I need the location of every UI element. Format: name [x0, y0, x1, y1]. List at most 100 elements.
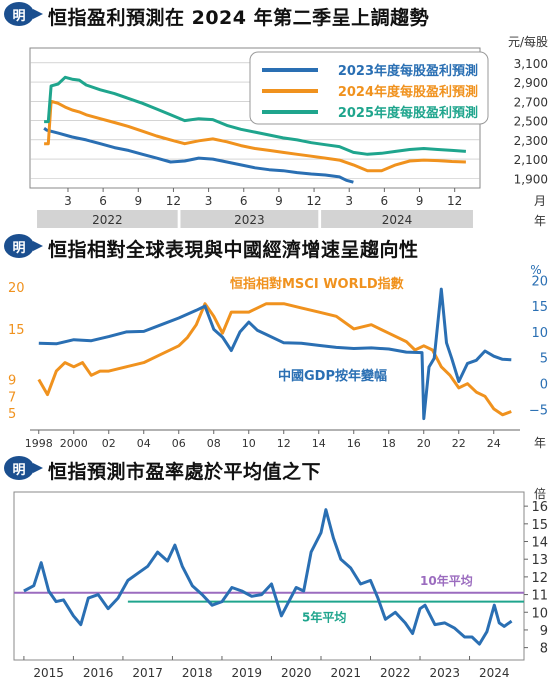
left-tick-label: 20: [8, 281, 25, 296]
y-tick-label: 3,100: [514, 57, 548, 71]
x-tick-label: 3: [64, 194, 72, 208]
right-tick-label: −5: [529, 403, 548, 418]
x-tick-label: 2019: [231, 666, 262, 680]
year-label: 2023: [234, 213, 265, 227]
y-unit-label: 元/每股: [508, 34, 548, 49]
series-line-msci-relative: [37, 302, 512, 417]
y-tick-label: 2,900: [514, 76, 548, 90]
legend-label: 2025年度每股盈利預測: [338, 105, 478, 121]
x-tick-label: 12: [166, 194, 181, 208]
x-tick-label: 18: [382, 437, 396, 450]
relative-performance-chart: 20 15 9 7 5 20 15 10 5 0 −5% 1998 2000 02 04 06 08 10 12 14…: [8, 263, 548, 450]
y-tick-label: 1,900: [514, 172, 548, 186]
panel1-title: 恒指盈利預測在 2024 年第二季呈上調趨勢: [48, 7, 430, 29]
x-tick-label: 2000: [60, 437, 88, 450]
panel1-header: 明 恒指盈利預測在 2024 年第二季呈上調趨勢: [0, 0, 555, 29]
series-line-3: [44, 75, 467, 156]
x-tick-label: 6: [381, 194, 389, 208]
x-tick-label: 12: [277, 437, 291, 450]
x-tick-label: 1998: [25, 437, 53, 450]
panel3-header: 明 恒指預測市盈率處於平均值之下: [0, 454, 555, 483]
series-line-2: [44, 99, 466, 173]
series-label-china-gdp: 中國GDP按年變幅: [278, 368, 387, 384]
year-label: 2022: [92, 213, 123, 227]
eps-forecast-chart: 3,100 2,900 2,700 2,500 2,300 2,100 1,900 元/每股 3…: [29, 34, 548, 228]
left-tick-label: 15: [8, 323, 25, 338]
x-tick-label: 10: [242, 437, 256, 450]
y-tick-label: 2,100: [514, 153, 548, 167]
x-tick-label: 08: [207, 437, 221, 450]
plot-frame: [13, 491, 525, 661]
y-tick-label: 2,300: [514, 134, 548, 148]
panel3-title: 恒指預測市盈率處於平均值之下: [48, 461, 322, 483]
x-tick-label: 20: [417, 437, 431, 450]
y-tick-label: 2,500: [514, 115, 548, 129]
panel2-title: 恒指相對全球表現與中國經濟增速呈趨向性: [48, 239, 419, 261]
ming-logo-icon: 明: [4, 234, 43, 258]
series-line-china-gdp: [38, 287, 512, 421]
year-label: 2024: [382, 213, 413, 227]
right-tick-label: 20: [531, 274, 548, 289]
x-tick-label: 12: [447, 194, 462, 208]
year-unit-label: 年: [534, 214, 546, 228]
y-tick-label: 10: [531, 606, 548, 621]
x-tick-label: 22: [452, 437, 466, 450]
legend-label: 2023年度每股盈利預測: [338, 63, 478, 79]
x-tick-label: 9: [275, 194, 283, 208]
series-line-1: [43, 127, 354, 184]
x-tick-label: 2018: [182, 666, 213, 680]
reference-label-5yr: 5年平均: [302, 610, 346, 625]
year-band: [37, 210, 178, 228]
y-tick-label: 16: [531, 500, 548, 515]
x-tick-label: 2021: [330, 666, 361, 680]
x-tick-label: 12: [306, 194, 321, 208]
x-unit-label: 年: [534, 436, 546, 450]
forward-pe-chart: 倍16 15 14 13 12 11 10 9 8 2015 2016 2017 2018 2019 202…: [13, 486, 548, 680]
x-tick-label: 9: [416, 194, 424, 208]
year-band: [180, 210, 319, 228]
y-tick-label: 12: [531, 571, 548, 586]
y-tick-label: 13: [531, 553, 548, 568]
x-tick-label: 2023: [430, 666, 461, 680]
right-tick-label: 0: [540, 378, 548, 393]
x-tick-label: 2020: [281, 666, 312, 680]
right-tick-label: 10: [531, 326, 548, 341]
panel2-header: 明 恒指相對全球表現與中國經濟增速呈趨向性: [0, 232, 555, 261]
y-tick-label: 15: [531, 518, 548, 533]
y-tick-label: 14: [531, 536, 548, 551]
x-tick-label: 3: [345, 194, 353, 208]
x-tick-label: 14: [312, 437, 326, 450]
x-tick-label: 6: [240, 194, 248, 208]
x-unit-label: 月: [534, 194, 546, 208]
x-tick-label: 2016: [83, 666, 114, 680]
left-tick-label: 9: [8, 373, 16, 388]
x-tick-label: 04: [137, 437, 151, 450]
right-tick-label: 5: [540, 352, 548, 367]
right-unit-label: %: [530, 263, 541, 277]
y-unit-label: 倍: [534, 486, 546, 501]
x-tick-label: 16: [347, 437, 361, 450]
reference-label-10yr: 10年平均: [420, 573, 473, 588]
x-tick-label: 3: [205, 194, 213, 208]
x-tick-label: 2015: [33, 666, 64, 680]
ming-logo-icon: 明: [4, 456, 43, 480]
x-tick-label: 2024: [479, 666, 510, 680]
left-tick-label: 5: [8, 407, 16, 422]
legend-label: 2024年度每股盈利預測: [338, 84, 478, 100]
ming-logo-icon: 明: [4, 2, 43, 26]
series-line-forward-pe: [23, 508, 513, 646]
y-tick-label: 11: [531, 589, 548, 604]
y-tick-label: 8: [540, 642, 548, 657]
x-tick-label: 2017: [132, 666, 163, 680]
x-tick-label: 06: [172, 437, 186, 450]
x-tick-label: 6: [99, 194, 107, 208]
x-tick-label: 24: [487, 437, 501, 450]
x-tick-label: 2022: [380, 666, 411, 680]
series-label-msci-relative: 恒指相對MSCI WORLD指數: [230, 276, 404, 292]
year-band: [321, 210, 473, 228]
y-tick-label: 9: [540, 624, 548, 639]
x-tick-label: 02: [102, 437, 116, 450]
y-tick-label: 2,700: [514, 95, 548, 109]
right-tick-label: 15: [531, 300, 548, 315]
